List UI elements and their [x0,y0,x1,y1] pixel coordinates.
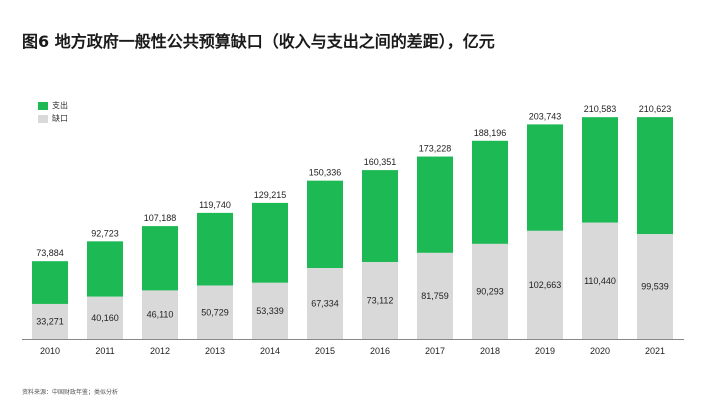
total-label-2010: 73,884 [36,248,64,258]
gap-label-2013: 50,729 [201,307,229,317]
legend-item-gap: 缺口 [38,112,68,125]
bar-spending-2021 [637,117,673,235]
gap-label-2018: 90,293 [476,286,504,296]
total-label-2013: 119,740 [199,200,231,210]
legend: 支出 缺口 [38,99,68,125]
bar-spending-2017 [417,156,453,253]
bar-gap-2018 [472,243,508,339]
bar-gap-2015 [307,268,343,339]
x-tick-2012: 2012 [150,346,170,356]
bar-gap-2021 [637,234,673,339]
bar-spending-2014 [252,202,288,283]
source-note: 资料来源：中国财政年鉴；类似分析 [22,389,119,396]
bar-gap-2012 [142,290,178,339]
bar-gap-2010 [32,303,68,339]
bar-gap-2020 [582,222,618,339]
x-tick-2014: 2014 [260,346,280,356]
gap-label-2014: 53,339 [256,306,284,316]
bar-gap-2017 [417,252,453,339]
total-label-2011: 92,723 [91,228,119,238]
total-label-2020: 210,583 [584,104,617,114]
x-tick-2020: 2020 [590,346,610,356]
gap-label-2016: 73,112 [367,295,394,305]
legend-label-gap: 缺口 [52,114,68,123]
bar-spending-2012 [142,226,178,291]
total-label-2012: 107,188 [144,213,177,223]
bar-spending-2018 [472,140,508,244]
gap-label-2020: 110,440 [584,276,616,286]
legend-item-spending: 支出 [38,99,68,112]
gap-label-2019: 102,663 [529,280,562,290]
total-label-2017: 173,228 [419,144,452,154]
x-tick-2017: 2017 [425,346,445,356]
x-tick-2018: 2018 [480,346,500,356]
bar-gap-2019 [527,230,563,339]
gap-label-2021: 99,539 [641,282,669,292]
gap-label-2010: 33,271 [36,316,64,326]
total-label-2015: 150,336 [309,168,342,178]
x-tick-2015: 2015 [315,346,335,356]
bar-spending-2015 [307,180,343,269]
bar-spending-2020 [582,117,618,223]
bar-spending-2016 [362,170,398,262]
legend-swatch-gap [38,114,48,123]
legend-label-spending: 支出 [52,101,68,110]
bar-gap-2013 [197,285,233,339]
x-tick-2013: 2013 [205,346,225,356]
gap-label-2011: 40,160 [91,313,119,323]
gap-label-2017: 81,759 [421,291,449,301]
total-label-2016: 160,351 [364,157,397,167]
x-tick-2011: 2011 [95,346,114,356]
total-label-2014: 129,215 [254,190,287,200]
total-label-2019: 203,743 [529,111,562,121]
bar-gap-2016 [362,261,398,339]
x-tick-2010: 2010 [40,346,60,356]
gap-label-2012: 46,110 [147,310,174,320]
total-label-2021: 210,623 [639,104,672,114]
bar-spending-2011 [87,241,123,297]
gap-label-2015: 67,334 [311,299,339,309]
legend-swatch-spending [38,101,48,110]
bar-gap-2011 [87,296,123,339]
bar-spending-2019 [527,124,563,231]
bar-spending-2010 [32,261,68,304]
total-label-2018: 188,196 [474,128,507,138]
bar-gap-2014 [252,282,288,339]
bar-spending-2013 [197,212,233,286]
x-tick-2016: 2016 [370,346,390,356]
x-tick-2019: 2019 [535,346,555,356]
x-tick-2021: 2021 [645,346,665,356]
chart-title: 图6 地方政府一般性公共预算缺口（收入与支出之间的差距），亿元 [22,32,495,51]
